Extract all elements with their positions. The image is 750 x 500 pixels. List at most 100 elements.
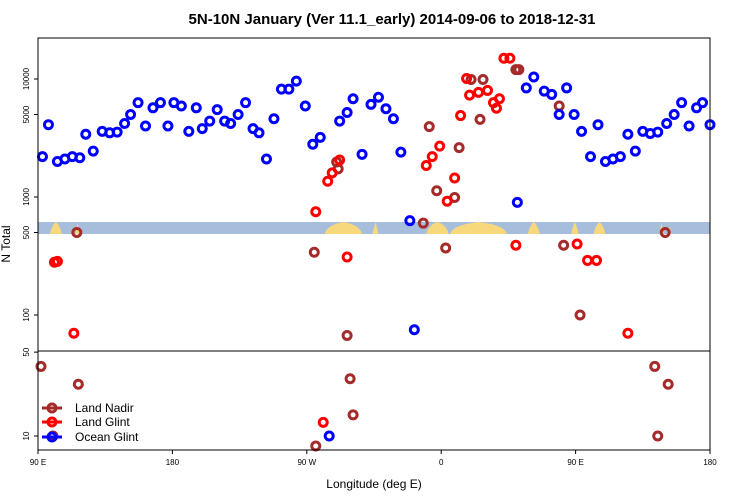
point-ocean-glint-66 [629,145,641,157]
point-land-glint-21 [493,93,505,105]
legend-marker-ocean-glint [46,431,58,443]
point-ocean-glint-0 [36,151,48,163]
point-ocean-glint-43 [356,148,368,160]
point-land-glint-6 [326,167,338,179]
point-land-nadir-24 [574,309,586,321]
point-ocean-glint-7 [87,145,99,157]
legend: Land Nadir Land Glint Ocean Glint [42,401,139,444]
point-ocean-glint-37 [307,138,319,150]
point-ocean-glint-57 [561,82,573,94]
point-ocean-glint-75 [697,97,709,109]
point-land-glint-16 [464,89,476,101]
map-land-3 [372,222,379,234]
point-ocean-glint-36 [299,100,311,112]
point-ocean-glint-1 [42,119,54,131]
point-ocean-glint-14 [140,120,152,132]
point-land-glint-12 [441,195,453,207]
point-land-glint-7 [334,154,346,166]
point-ocean-glint-13 [132,97,144,109]
map-land-0 [49,222,62,234]
point-ocean-glint-17 [162,120,174,132]
point-ocean-glint-70 [661,117,673,129]
point-ocean-glint-72 [676,97,688,109]
point-land-glint-22 [498,52,510,64]
point-ocean-glint-11 [119,117,131,129]
point-ocean-glint-47 [387,113,399,125]
point-ocean-glint-35 [290,75,302,87]
point-land-glint-26 [582,254,594,266]
point-ocean-glint-53 [528,71,540,83]
point-ocean-glint-60 [585,151,597,163]
x-tick-label-5: 180 [703,458,717,467]
point-land-nadir-13 [431,185,443,197]
x-tick-label-1: 180 [166,458,180,467]
legend-label-land-glint: Land Glint [75,415,130,429]
point-ocean-glint-69 [652,126,664,138]
point-land-glint-5 [322,175,334,187]
map-land-6 [527,222,540,234]
point-ocean-glint-51 [511,196,523,208]
y-tick-label-1: 50 [22,347,31,356]
point-ocean-glint-61 [592,119,604,131]
point-ocean-glint-32 [268,113,280,125]
point-ocean-glint-6 [80,128,92,140]
legend-item-land-glint: Land Glint [42,415,130,429]
point-land-nadir-14 [440,242,452,254]
point-ocean-glint-52 [520,82,532,94]
x-tick-label-3: 0 [439,458,444,467]
point-land-nadir-18 [474,113,486,125]
point-land-nadir-12 [423,121,435,133]
y-tick-label-2: 100 [22,308,31,322]
point-land-glint-23 [504,52,516,64]
point-ocean-glint-19 [175,100,187,112]
point-land-glint-3 [310,206,322,218]
point-land-nadir-21 [513,64,525,76]
legend-marker-land-nadir [46,402,58,414]
point-ocean-glint-55 [546,88,558,100]
point-land-glint-9 [420,159,432,171]
point-ocean-glint-58 [568,109,580,121]
x-tick-label-2: 90 W [297,458,316,467]
point-land-glint-4 [317,416,329,428]
point-land-nadir-25 [649,360,661,372]
point-land-glint-17 [473,86,485,98]
point-land-glint-25 [571,238,583,250]
point-ocean-glint-44 [365,98,377,110]
point-land-nadir-4 [308,246,320,258]
y-tick-label-5: 5000 [22,105,31,123]
point-ocean-glint-46 [380,103,392,115]
point-land-glint-20 [490,102,502,114]
point-land-nadir-11 [417,217,429,229]
point-ocean-glint-42 [347,93,359,105]
point-ocean-glint-16 [154,97,166,109]
point-ocean-glint-71 [668,109,680,121]
legend-label-ocean-glint: Ocean Glint [75,430,139,444]
point-ocean-glint-20 [183,125,195,137]
x-tick-label-0: 90 E [30,458,46,467]
point-ocean-glint-28 [240,97,252,109]
legend-item-ocean-glint: Ocean Glint [42,430,139,444]
y-tick-label-3: 500 [22,225,31,239]
point-ocean-glint-48 [395,146,407,158]
point-land-glint-27 [591,254,603,266]
map-land-2 [324,222,363,234]
point-ocean-glint-31 [260,153,272,165]
y-axis: 10 50 100 500 1000 5000 10000 [22,67,38,440]
y-tick-label-4: 1000 [22,188,31,206]
point-ocean-glint-41 [341,107,353,119]
point-land-glint-1 [51,255,63,267]
point-ocean-glint-27 [232,109,244,121]
data-points [35,52,716,452]
point-land-nadir-16 [453,142,465,154]
point-ocean-glint-73 [683,120,695,132]
x-axis-label: Longitude (deg E) [326,477,421,491]
point-ocean-glint-30 [253,127,265,139]
map-strip [38,222,710,234]
legend-marker-land-glint [46,416,58,428]
point-land-nadir-9 [344,373,356,385]
point-ocean-glint-56 [553,109,565,121]
point-ocean-glint-15 [147,102,159,114]
point-ocean-glint-39 [323,430,335,442]
point-land-nadir-19 [477,74,489,86]
point-land-glint-2 [68,327,80,339]
